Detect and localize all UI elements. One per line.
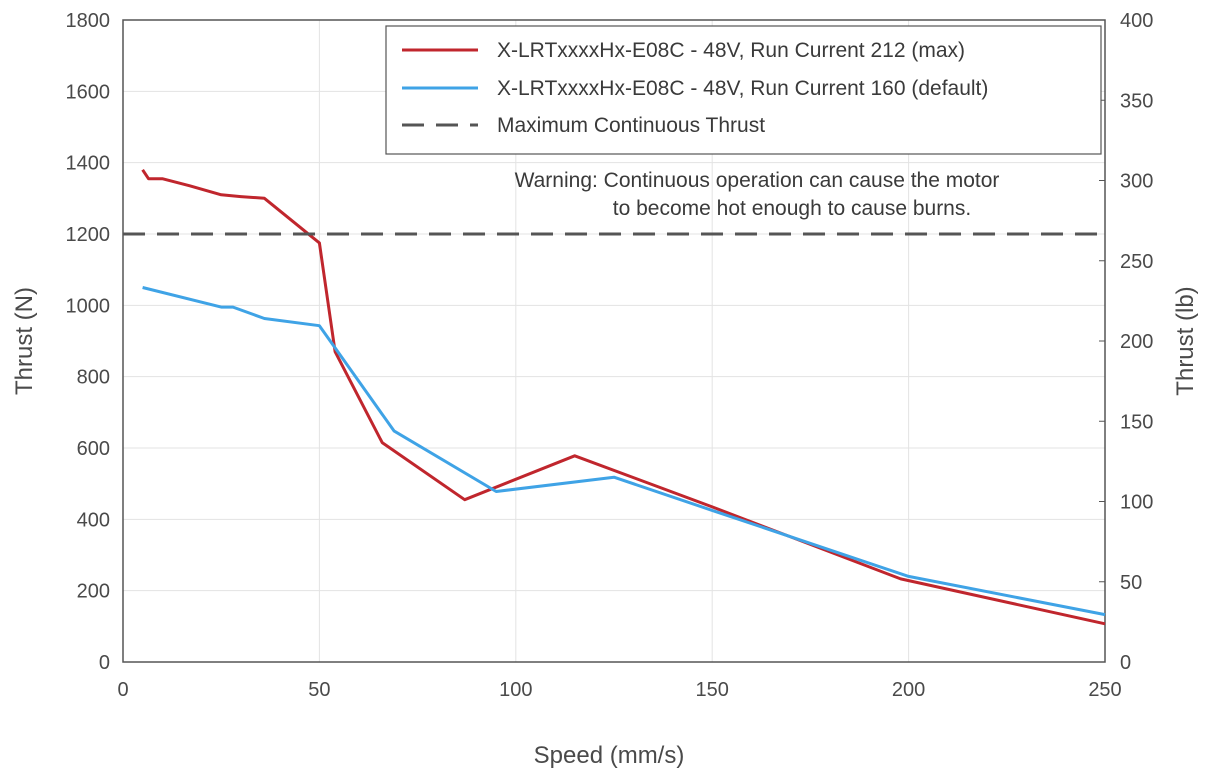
y2-tick-label: 0 (1120, 652, 1131, 674)
y-tick-label: 400 (77, 509, 110, 531)
y-tick-label: 200 (77, 581, 110, 603)
y2-tick-label: 350 (1120, 90, 1153, 112)
y2-tick-label: 300 (1120, 171, 1153, 193)
y-axis-label: Thrust (N) (11, 287, 38, 395)
y2-tick-label: 200 (1120, 331, 1153, 353)
x-tick-label: 0 (117, 679, 128, 701)
y2-tick-label: 250 (1120, 251, 1153, 273)
warning-annotation: Warning: Continuous operation can cause … (515, 169, 1000, 220)
y-tick-label: 1400 (66, 153, 111, 175)
series-layer (123, 168, 1106, 626)
legend-entry-max: X-LRTxxxxHx-E08C - 48V, Run Current 212 … (497, 39, 965, 62)
x-tick-label: 50 (308, 679, 330, 701)
legend-entry-max-continuous: Maximum Continuous Thrust (497, 114, 765, 137)
warning-line-2: to become hot enough to cause burns. (613, 197, 971, 220)
x-tick-label: 150 (696, 679, 729, 701)
series-max-current-line (141, 168, 1106, 626)
y2-tick-label: 150 (1120, 411, 1153, 433)
x-tick-label: 200 (892, 679, 925, 701)
y2-tick-label: 50 (1120, 572, 1142, 594)
series-default-current-line (142, 286, 1106, 617)
y2-tick-label: 400 (1120, 10, 1153, 32)
y2-axis-label: Thrust (lb) (1172, 286, 1199, 395)
x-tick-label: 100 (499, 679, 532, 701)
legend: X-LRTxxxxHx-E08C - 48V, Run Current 212 … (385, 25, 1102, 155)
y-tick-label: 0 (99, 652, 110, 674)
tick-labels: 0 50 100 150 200 2500200400600800100012001400… (66, 10, 1154, 701)
y-tick-label: 1600 (66, 81, 111, 103)
legend-box (385, 25, 1102, 155)
y2-tick-label: 100 (1120, 492, 1153, 514)
y-tick-label: 1800 (66, 10, 111, 32)
y-tick-label: 800 (77, 367, 110, 389)
x-axis-label: Speed (mm/s) (534, 742, 685, 769)
y-tick-label: 600 (77, 438, 110, 460)
legend-swatches (402, 48, 478, 127)
x-tick-label: 250 (1088, 679, 1121, 701)
y-tick-label: 1000 (66, 295, 111, 317)
warning-line-1: Warning: Continuous operation can cause … (515, 169, 1000, 192)
y-tick-label: 1200 (66, 224, 111, 246)
legend-entry-default: X-LRTxxxxHx-E08C - 48V, Run Current 160 … (497, 77, 988, 100)
